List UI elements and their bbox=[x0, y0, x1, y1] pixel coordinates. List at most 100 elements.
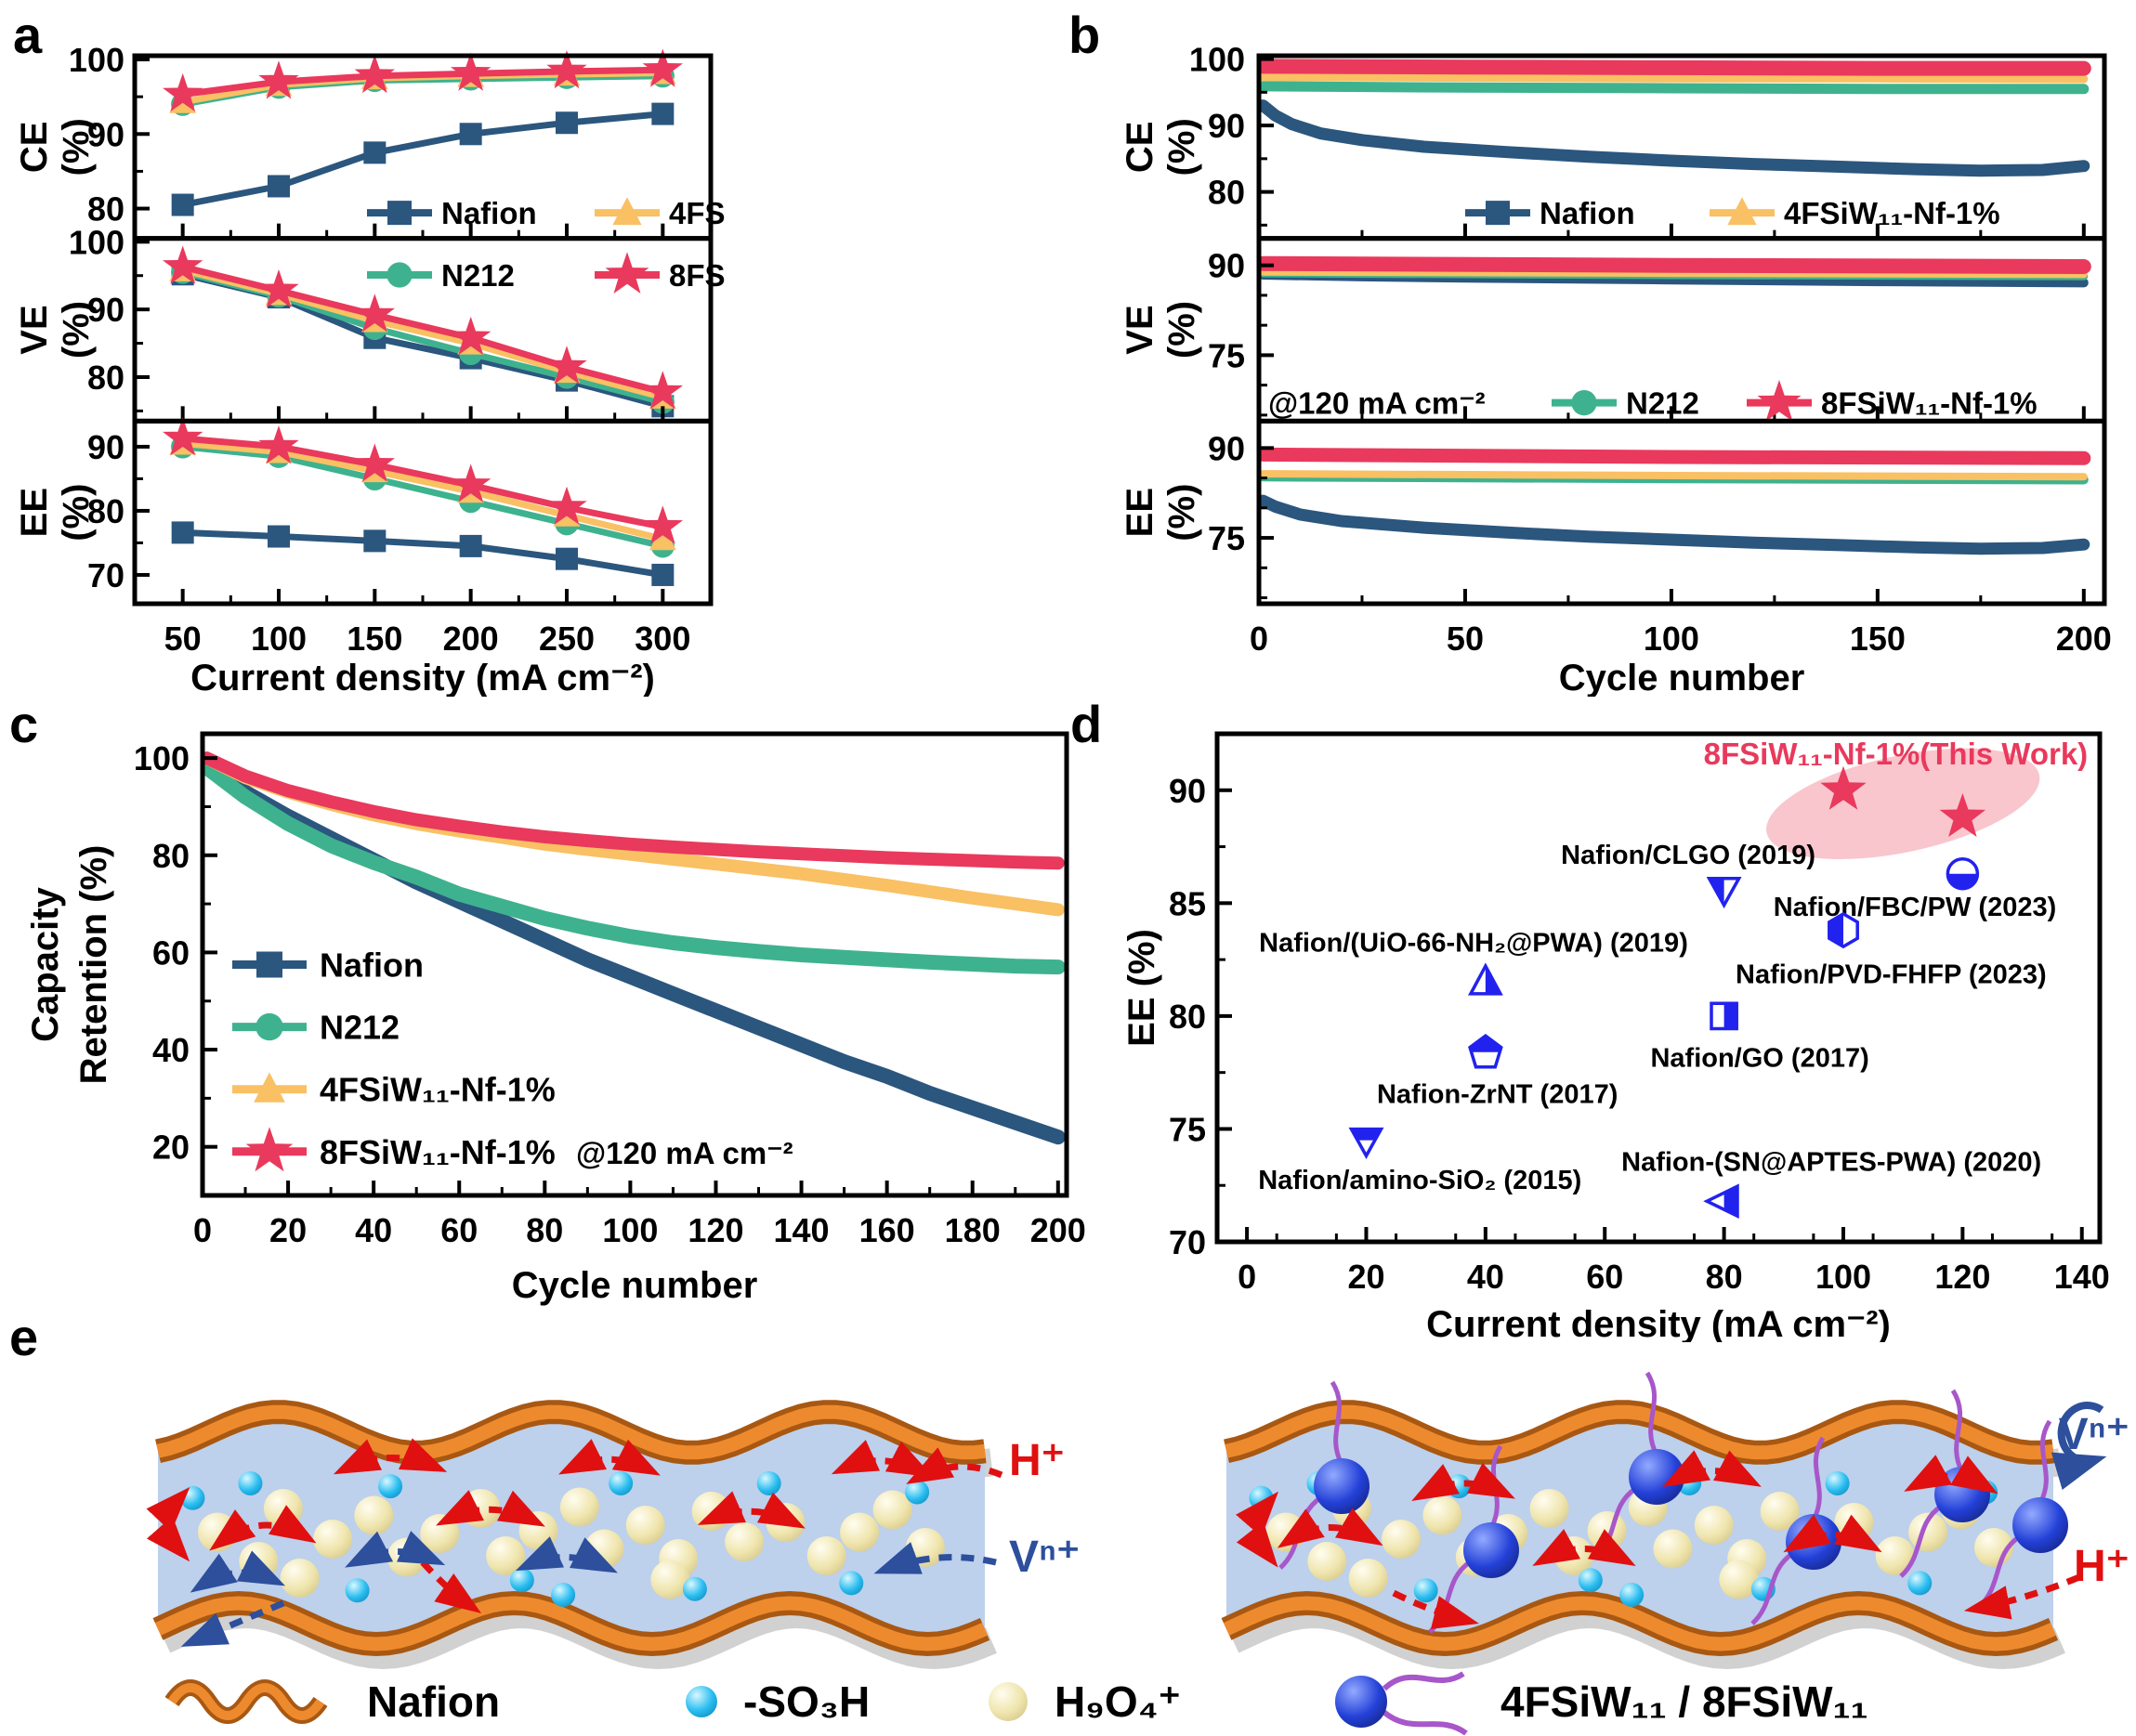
y-axis-label: (%) bbox=[1161, 118, 1202, 176]
fsiw-tail bbox=[1381, 1708, 1468, 1736]
x-tick-label: 100 bbox=[251, 620, 307, 658]
marker-triangle bbox=[1727, 197, 1757, 226]
panel-d: Nafion/CLGO (2019) Nafion/FBC/PW (2023) Na… bbox=[1106, 692, 2136, 1347]
x-tick-label: 80 bbox=[526, 1211, 563, 1249]
marker-star bbox=[245, 1127, 294, 1172]
h9o4-sphere bbox=[1653, 1529, 1693, 1569]
y-tick-label: 80 bbox=[87, 492, 124, 530]
series-line bbox=[203, 751, 1065, 870]
series-line bbox=[1259, 470, 2088, 481]
marker-square bbox=[1486, 201, 1510, 226]
so3h-sphere bbox=[756, 1470, 781, 1495]
x-axis-label: Cycle number bbox=[512, 1265, 758, 1306]
point-label: Nafion/CLGO (2019) bbox=[1561, 841, 1815, 870]
legend-label: N212 bbox=[441, 258, 515, 293]
fsiw-tail bbox=[1750, 1550, 1795, 1625]
x-axis-label: Current density (mA cm⁻²) bbox=[1426, 1304, 1891, 1342]
x-tick-label: 200 bbox=[1030, 1211, 1086, 1249]
point-label: Nafion/(UiO-66-NH₂@PWA) (2019) bbox=[1259, 929, 1688, 959]
v-ion-arrow bbox=[180, 1599, 285, 1647]
fsiw-sphere bbox=[1314, 1458, 1369, 1514]
h9o4-sphere bbox=[486, 1536, 526, 1575]
x-tick-label: 60 bbox=[1586, 1258, 1623, 1296]
series-line bbox=[179, 268, 666, 406]
x-tick-label: 300 bbox=[635, 620, 690, 658]
y-tick-label: 60 bbox=[152, 933, 190, 972]
so3h-sphere bbox=[180, 1485, 205, 1510]
h9o4-sphere bbox=[1529, 1489, 1569, 1528]
so3h-sphere bbox=[905, 1480, 930, 1505]
legend-label: Nafion bbox=[320, 946, 424, 985]
y-tick-label: 80 bbox=[152, 837, 190, 875]
h9o4-sphere bbox=[1875, 1536, 1915, 1575]
so3h-sphere bbox=[378, 1474, 403, 1499]
marker-square bbox=[363, 529, 387, 553]
legend-h9o4: H₉O₄⁺ bbox=[1055, 1677, 1181, 1726]
marker-star bbox=[1757, 380, 1802, 422]
legend-label: 8FSiW₁₁-Nf-1% bbox=[320, 1133, 556, 1171]
fsiw-tail bbox=[2038, 1419, 2052, 1505]
marker-square bbox=[651, 563, 675, 586]
y-tick-label: 90 bbox=[1169, 772, 1206, 810]
so3h-sphere bbox=[238, 1470, 263, 1495]
fsiw-tail bbox=[1811, 1436, 1826, 1521]
so3h-sphere bbox=[609, 1470, 634, 1495]
h9o4-sphere bbox=[1422, 1495, 1462, 1535]
legend-label: 8FSiW₁₁-Nf-1% bbox=[1821, 386, 2038, 421]
y-axis-label: EE bbox=[14, 488, 55, 537]
marker-star bbox=[258, 60, 299, 99]
marker-star bbox=[605, 252, 649, 294]
h9o4-icon bbox=[989, 1682, 1028, 1721]
legend-nafion: Nafion bbox=[367, 1677, 500, 1726]
so3h-sphere bbox=[839, 1571, 864, 1596]
y-tick-label: 100 bbox=[69, 223, 124, 261]
marker-circle bbox=[1571, 390, 1597, 416]
x-tick-label: 200 bbox=[443, 620, 499, 658]
y-tick-label: 100 bbox=[1189, 41, 1245, 79]
annotation: @120 mA cm⁻² bbox=[1268, 386, 1486, 421]
h-plus-arrow bbox=[333, 1438, 448, 1475]
x-tick-label: 140 bbox=[774, 1211, 830, 1249]
y-tick-label: 90 bbox=[1208, 107, 1245, 145]
y-tick-label: 75 bbox=[1169, 1110, 1206, 1148]
marker-circle bbox=[387, 262, 413, 288]
h-plus-label: H⁺ bbox=[1009, 1436, 1065, 1485]
h9o4-sphere bbox=[1694, 1506, 1734, 1545]
so3h-icon bbox=[686, 1686, 717, 1717]
series-line bbox=[1259, 447, 2091, 465]
point-label: Nafion/GO (2017) bbox=[1650, 1044, 1868, 1074]
marker-star bbox=[354, 54, 395, 94]
x-tick-label: 60 bbox=[440, 1211, 478, 1249]
y-axis-label: (%) bbox=[1161, 484, 1202, 542]
x-tick-label: 100 bbox=[1815, 1258, 1871, 1296]
y-tick-label: 70 bbox=[87, 556, 124, 594]
h9o4-sphere bbox=[1307, 1542, 1347, 1581]
marker-star bbox=[642, 505, 683, 544]
y-tick-label: 90 bbox=[1208, 247, 1245, 285]
series-line bbox=[179, 529, 666, 579]
series-line bbox=[179, 435, 666, 530]
marker-triangle bbox=[649, 524, 676, 551]
x-axis-label: Current density (mA cm⁻²) bbox=[190, 658, 655, 697]
h-plus-arrow bbox=[906, 1447, 1003, 1484]
so3h-sphere bbox=[1578, 1568, 1603, 1593]
y-tick-label: 90 bbox=[87, 115, 124, 153]
marker-square bbox=[556, 547, 578, 570]
fsiw-sphere bbox=[2012, 1497, 2068, 1553]
y-axis-label: VE bbox=[1120, 305, 1160, 354]
y-tick-label: 80 bbox=[1208, 174, 1245, 212]
so3h-sphere bbox=[1619, 1583, 1645, 1608]
y-tick-label: 100 bbox=[69, 41, 124, 79]
h-plus-arrow bbox=[209, 1505, 317, 1551]
h-plus-label: H⁺ bbox=[2074, 1542, 2129, 1591]
this-work-star bbox=[1820, 765, 1867, 810]
panel-e-letter: e bbox=[9, 1308, 39, 1366]
y-axis-label: (%) bbox=[56, 301, 97, 359]
h-plus-arrow bbox=[558, 1439, 661, 1476]
x-tick-label: 100 bbox=[1644, 620, 1699, 658]
marker-triangle bbox=[612, 197, 642, 226]
marker-square bbox=[556, 111, 578, 135]
fsiw-tail bbox=[1899, 1503, 1944, 1578]
